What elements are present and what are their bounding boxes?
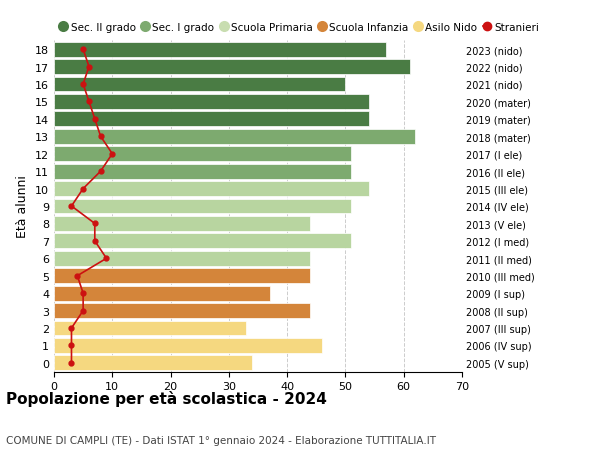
Bar [54,321,247,336]
Bar [54,182,369,196]
Bar [54,129,415,145]
Bar [54,338,322,353]
Bar [54,60,410,75]
Text: COMUNE DI CAMPLI (TE) - Dati ISTAT 1° gennaio 2024 - Elaborazione TUTTITALIA.IT: COMUNE DI CAMPLI (TE) - Dati ISTAT 1° ge… [6,435,436,445]
Bar [54,234,351,249]
Legend: Sec. II grado, Sec. I grado, Scuola Primaria, Scuola Infanzia, Asilo Nido, Stran: Sec. II grado, Sec. I grado, Scuola Prim… [59,23,539,33]
Bar [54,95,369,110]
Bar [54,269,310,284]
Y-axis label: Età alunni: Età alunni [16,175,29,238]
Text: Popolazione per età scolastica - 2024: Popolazione per età scolastica - 2024 [6,390,327,406]
Bar [54,199,351,214]
Bar [54,217,310,231]
Bar [54,356,252,370]
Bar [54,78,346,92]
Bar [54,286,269,301]
Bar [54,112,369,127]
Bar [54,252,310,266]
Bar [54,164,351,179]
Bar [54,303,310,318]
Bar [54,43,386,57]
Bar [54,147,351,162]
